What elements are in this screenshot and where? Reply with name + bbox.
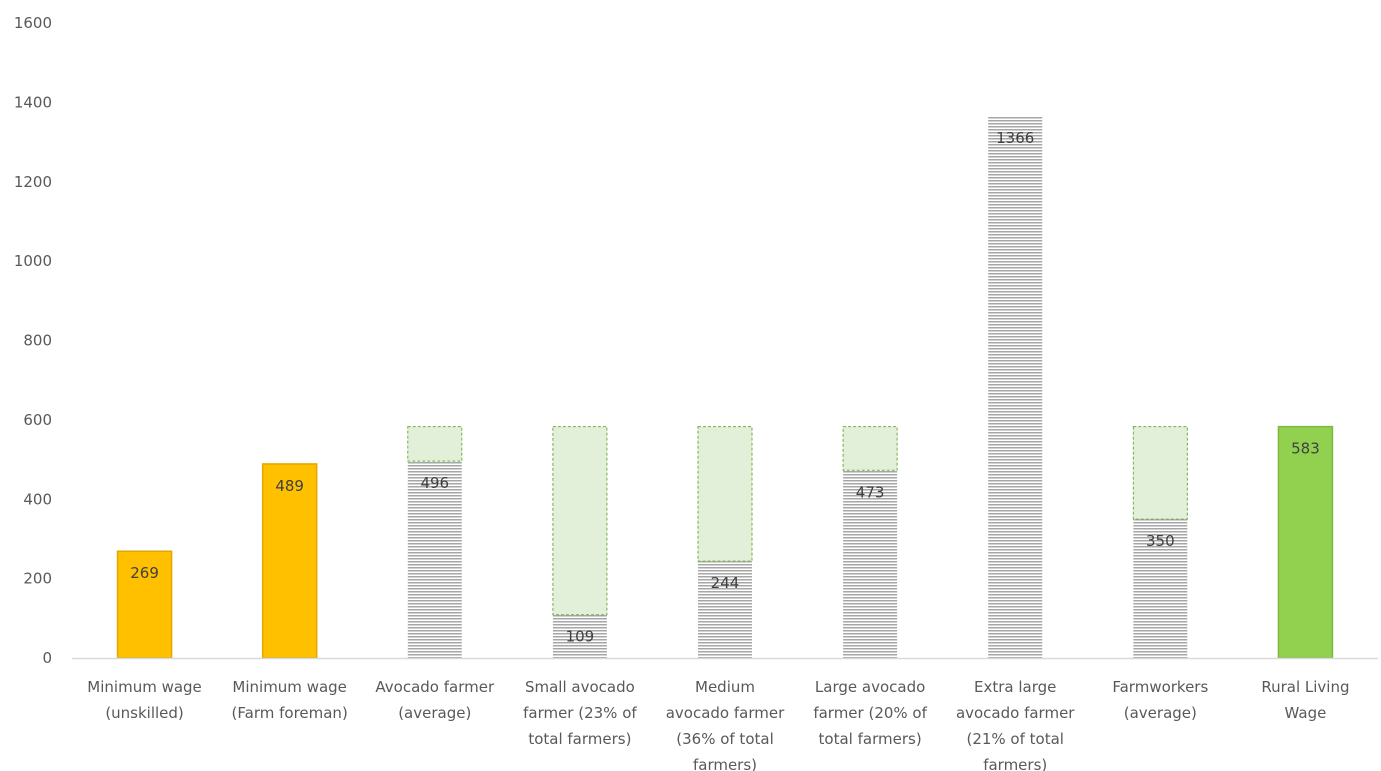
x-category-label-line: (Farm foreman): [232, 704, 348, 722]
data-label: 109: [566, 628, 595, 646]
x-category-label-line: farmer (23% of: [523, 704, 637, 722]
bar-group: 496: [407, 426, 463, 658]
bar-group: 350: [1132, 426, 1188, 658]
x-category-label: Small avocado farmer (23% of total farmers…: [523, 678, 637, 748]
x-category-label: Extra large avocado farmer (21% of total fa…: [956, 678, 1075, 771]
x-category-label-line: Medium: [695, 678, 755, 696]
x-category-label-line: (21% of total: [966, 730, 1064, 748]
data-label: 473: [856, 483, 885, 501]
x-category-label-line: total farmers): [528, 730, 631, 748]
x-category-label-line: Extra large: [974, 678, 1056, 696]
x-category-label: Farmworkers (average): [1112, 678, 1208, 722]
y-axis: 0 200 400 600 800 1000 1200 1400 1600: [14, 14, 52, 667]
bar: [1133, 519, 1188, 658]
bar: [116, 550, 173, 659]
y-tick-label: 1200: [14, 173, 52, 191]
y-tick-label: 1400: [14, 93, 52, 111]
y-tick-label: 1000: [14, 252, 52, 270]
bar: [1277, 425, 1334, 659]
bar: [988, 115, 1043, 658]
x-category-label-line: (average): [398, 704, 471, 722]
x-category-label-line: Minimum wage: [232, 678, 347, 696]
y-tick-label: 0: [42, 649, 52, 667]
x-category-label-line: Small avocado: [525, 678, 635, 696]
y-tick-label: 1600: [14, 14, 52, 32]
x-category-label-line: Minimum wage: [87, 678, 202, 696]
bar-group: 109: [552, 426, 608, 658]
bar: [261, 463, 318, 659]
bars: 269 489 496 109 244 473 1366 350 583: [116, 115, 1334, 659]
bar: [698, 561, 752, 658]
bar: [843, 470, 898, 658]
x-category-label-line: farmers): [983, 756, 1047, 771]
bar: [407, 461, 462, 658]
x-category-label-line: total farmers): [819, 730, 922, 748]
bar: [552, 614, 607, 658]
x-category-label-line: Rural Living: [1261, 678, 1349, 696]
x-category-label: Avocado farmer (average): [375, 678, 495, 722]
y-tick-label: 800: [23, 332, 52, 350]
y-tick-label: 400: [23, 490, 52, 508]
x-category-label: Minimum wage (Farm foreman): [232, 678, 348, 722]
data-label: 244: [711, 574, 740, 592]
x-category-label: Rural Living Wage: [1261, 678, 1349, 722]
living-wage-gap-bar: [407, 426, 463, 462]
living-wage-gap-bar: [697, 426, 753, 562]
bar-group: 583: [1277, 425, 1334, 659]
x-category-label-line: Avocado farmer: [375, 678, 495, 696]
y-tick-label: 600: [23, 411, 52, 429]
bar-group: 473: [842, 426, 898, 658]
x-category-label: Minimum wage (unskilled): [87, 678, 202, 722]
bar-group: 244: [697, 426, 753, 658]
data-label: 496: [420, 474, 449, 492]
bar-group: 1366: [988, 115, 1043, 658]
bar-group: 489: [261, 463, 318, 659]
data-label: 489: [275, 477, 304, 495]
data-label: 583: [1291, 440, 1320, 458]
x-category-label: Medium avocado farmer (36% of total farmers…: [666, 678, 785, 771]
living-wage-gap-bar: [1132, 426, 1188, 520]
x-category-label-line: farmer (20% of: [813, 704, 927, 722]
x-axis: Minimum wage (unskilled) Minimum wage (Farm…: [72, 657, 1378, 771]
bar-group: 269: [116, 550, 173, 659]
x-category-label-line: avocado farmer: [956, 704, 1075, 722]
x-category-label-line: (unskilled): [105, 704, 183, 722]
data-label: 350: [1146, 532, 1175, 550]
x-category-label-line: Large avocado: [815, 678, 925, 696]
living-wage-gap-bar: [842, 426, 898, 471]
x-category-label-line: (36% of total: [676, 730, 774, 748]
data-label: 269: [130, 564, 159, 582]
x-category-label-line: Farmworkers: [1112, 678, 1208, 696]
x-category-label-line: farmers): [693, 756, 757, 771]
data-label: 1366: [996, 129, 1034, 147]
x-category-label-line: (average): [1124, 704, 1197, 722]
x-category-label: Large avocado farmer (20% of total farmers…: [813, 678, 927, 748]
living-wage-gap-bar: [552, 426, 608, 616]
x-category-label-line: Wage: [1285, 704, 1327, 722]
y-tick-label: 200: [23, 570, 52, 588]
x-category-label-line: avocado farmer: [666, 704, 785, 722]
